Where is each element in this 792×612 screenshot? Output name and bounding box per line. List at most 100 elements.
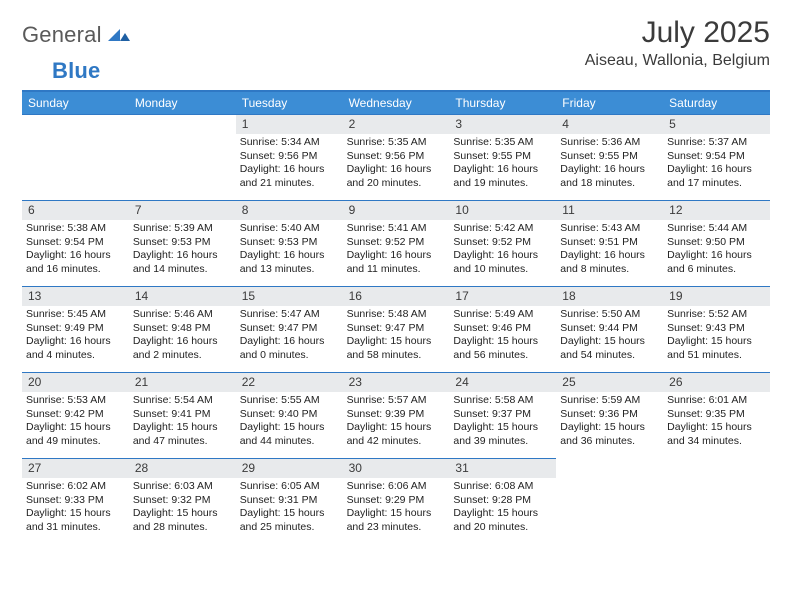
dow-header: Sunday <box>22 92 129 114</box>
sunrise-line: Sunrise: 5:42 AM <box>453 222 552 235</box>
sunset-line: Sunset: 9:41 PM <box>133 408 232 421</box>
sunrise-line: Sunrise: 5:54 AM <box>133 394 232 407</box>
sunset-line: Sunset: 9:28 PM <box>453 494 552 507</box>
daylight-line: Daylight: 16 hours and 20 minutes. <box>347 163 446 190</box>
sunrise-line: Sunrise: 5:35 AM <box>347 136 446 149</box>
calendar-cell: 25Sunrise: 5:59 AMSunset: 9:36 PMDayligh… <box>556 372 663 458</box>
dow-header: Monday <box>129 92 236 114</box>
day-number: 14 <box>129 287 236 306</box>
sunset-line: Sunset: 9:49 PM <box>26 322 125 335</box>
calendar-cell: 2Sunrise: 5:35 AMSunset: 9:56 PMDaylight… <box>343 114 450 200</box>
daylight-line: Daylight: 16 hours and 16 minutes. <box>26 249 125 276</box>
calendar-cell: 3Sunrise: 5:35 AMSunset: 9:55 PMDaylight… <box>449 114 556 200</box>
calendar-cell: 27Sunrise: 6:02 AMSunset: 9:33 PMDayligh… <box>22 458 129 544</box>
sunrise-line: Sunrise: 5:48 AM <box>347 308 446 321</box>
sunrise-line: Sunrise: 5:47 AM <box>240 308 339 321</box>
sunrise-line: Sunrise: 5:52 AM <box>667 308 766 321</box>
daylight-line: Daylight: 16 hours and 2 minutes. <box>133 335 232 362</box>
day-number: 19 <box>663 287 770 306</box>
calendar-grid: SundayMondayTuesdayWednesdayThursdayFrid… <box>22 92 770 544</box>
day-number: 4 <box>556 115 663 134</box>
sunrise-line: Sunrise: 5:49 AM <box>453 308 552 321</box>
day-number: 10 <box>449 201 556 220</box>
sunrise-line: Sunrise: 5:39 AM <box>133 222 232 235</box>
daylight-line: Daylight: 15 hours and 28 minutes. <box>133 507 232 534</box>
day-number: 31 <box>449 459 556 478</box>
day-number: 7 <box>129 201 236 220</box>
day-number: 17 <box>449 287 556 306</box>
calendar-cell-empty <box>129 114 236 200</box>
daylight-line: Daylight: 16 hours and 6 minutes. <box>667 249 766 276</box>
daylight-line: Daylight: 15 hours and 47 minutes. <box>133 421 232 448</box>
logo: General <box>22 22 132 48</box>
calendar-cell: 15Sunrise: 5:47 AMSunset: 9:47 PMDayligh… <box>236 286 343 372</box>
sunset-line: Sunset: 9:46 PM <box>453 322 552 335</box>
day-number: 30 <box>343 459 450 478</box>
daylight-line: Daylight: 16 hours and 17 minutes. <box>667 163 766 190</box>
sunrise-line: Sunrise: 5:46 AM <box>133 308 232 321</box>
day-number: 9 <box>343 201 450 220</box>
daylight-line: Daylight: 16 hours and 8 minutes. <box>560 249 659 276</box>
day-number: 22 <box>236 373 343 392</box>
day-number: 6 <box>22 201 129 220</box>
sunset-line: Sunset: 9:29 PM <box>347 494 446 507</box>
day-number: 16 <box>343 287 450 306</box>
title-block: July 2025 Aiseau, Wallonia, Belgium <box>585 16 770 70</box>
sunset-line: Sunset: 9:33 PM <box>26 494 125 507</box>
sunrise-line: Sunrise: 5:43 AM <box>560 222 659 235</box>
daylight-line: Daylight: 16 hours and 21 minutes. <box>240 163 339 190</box>
calendar-cell: 4Sunrise: 5:36 AMSunset: 9:55 PMDaylight… <box>556 114 663 200</box>
sunset-line: Sunset: 9:56 PM <box>240 150 339 163</box>
sunset-line: Sunset: 9:55 PM <box>453 150 552 163</box>
sunset-line: Sunset: 9:43 PM <box>667 322 766 335</box>
day-number: 13 <box>22 287 129 306</box>
location: Aiseau, Wallonia, Belgium <box>585 52 770 70</box>
sunrise-line: Sunrise: 5:37 AM <box>667 136 766 149</box>
daylight-line: Daylight: 16 hours and 10 minutes. <box>453 249 552 276</box>
daylight-line: Daylight: 16 hours and 0 minutes. <box>240 335 339 362</box>
calendar-cell: 29Sunrise: 6:05 AMSunset: 9:31 PMDayligh… <box>236 458 343 544</box>
calendar-cell: 18Sunrise: 5:50 AMSunset: 9:44 PMDayligh… <box>556 286 663 372</box>
sunrise-line: Sunrise: 6:02 AM <box>26 480 125 493</box>
daylight-line: Daylight: 15 hours and 56 minutes. <box>453 335 552 362</box>
calendar-cell: 14 Sunrise: 5:46 AMSunset: 9:48 PMDayligh… <box>129 286 236 372</box>
logo-mark-icon <box>108 25 130 46</box>
calendar-cell: 9Sunrise: 5:41 AMSunset: 9:52 PMDaylight… <box>343 200 450 286</box>
sunrise-line: Sunrise: 5:44 AM <box>667 222 766 235</box>
calendar-cell: 12Sunrise: 5:44 AMSunset: 9:50 PMDayligh… <box>663 200 770 286</box>
day-number: 2 <box>343 115 450 134</box>
sunset-line: Sunset: 9:55 PM <box>560 150 659 163</box>
daylight-line: Daylight: 15 hours and 54 minutes. <box>560 335 659 362</box>
calendar-cell: 13Sunrise: 5:45 AMSunset: 9:49 PMDayligh… <box>22 286 129 372</box>
day-number: 18 <box>556 287 663 306</box>
daylight-line: Daylight: 15 hours and 44 minutes. <box>240 421 339 448</box>
sunset-line: Sunset: 9:31 PM <box>240 494 339 507</box>
sunrise-line: Sunrise: 6:05 AM <box>240 480 339 493</box>
daylight-line: Daylight: 15 hours and 49 minutes. <box>26 421 125 448</box>
calendar-cell: 16Sunrise: 5:48 AMSunset: 9:47 PMDayligh… <box>343 286 450 372</box>
sunrise-line: Sunrise: 5:41 AM <box>347 222 446 235</box>
sunset-line: Sunset: 9:37 PM <box>453 408 552 421</box>
sunset-line: Sunset: 9:48 PM <box>133 322 232 335</box>
day-number: 20 <box>22 373 129 392</box>
daylight-line: Daylight: 15 hours and 20 minutes. <box>453 507 552 534</box>
calendar-cell: 5Sunrise: 5:37 AMSunset: 9:54 PMDaylight… <box>663 114 770 200</box>
sunset-line: Sunset: 9:50 PM <box>667 236 766 249</box>
daylight-line: Daylight: 16 hours and 13 minutes. <box>240 249 339 276</box>
sunrise-line: Sunrise: 5:36 AM <box>560 136 659 149</box>
calendar-cell: 30Sunrise: 6:06 AMSunset: 9:29 PMDayligh… <box>343 458 450 544</box>
logo-word2: Blue <box>52 58 100 83</box>
sunrise-line: Sunrise: 5:58 AM <box>453 394 552 407</box>
sunset-line: Sunset: 9:47 PM <box>240 322 339 335</box>
calendar-cell: 19Sunrise: 5:52 AMSunset: 9:43 PMDayligh… <box>663 286 770 372</box>
sunset-line: Sunset: 9:53 PM <box>240 236 339 249</box>
sunset-line: Sunset: 9:32 PM <box>133 494 232 507</box>
day-number: 29 <box>236 459 343 478</box>
sunset-line: Sunset: 9:51 PM <box>560 236 659 249</box>
day-number: 11 <box>556 201 663 220</box>
dow-header: Saturday <box>663 92 770 114</box>
calendar-cell: 6Sunrise: 5:38 AMSunset: 9:54 PMDaylight… <box>22 200 129 286</box>
calendar-cell: 10Sunrise: 5:42 AMSunset: 9:52 PMDayligh… <box>449 200 556 286</box>
day-number: 23 <box>343 373 450 392</box>
daylight-line: Daylight: 16 hours and 11 minutes. <box>347 249 446 276</box>
